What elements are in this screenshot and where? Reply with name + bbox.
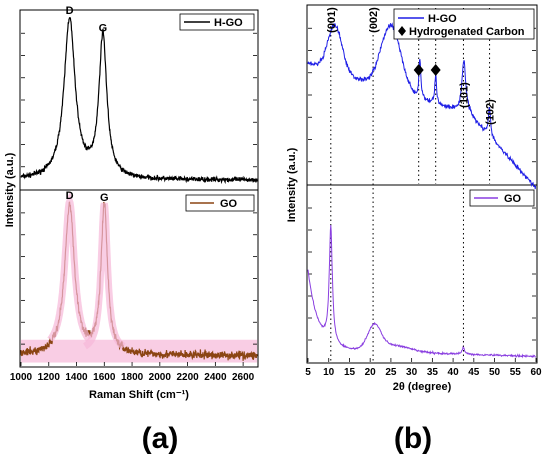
panel-a: H-GO GO 1000 1200 1400 1600 1800 2000 2200 2400… <box>4 5 259 455</box>
legend-label-go-xrd: GO <box>504 193 522 205</box>
panel-b: (001) (002) (101) (102) H-GO Hydrogenated C… <box>286 4 542 455</box>
peak-label-g: G <box>99 23 108 35</box>
go-peak-halo <box>47 191 92 342</box>
legend-h-go-raman: H-GO <box>179 13 255 31</box>
panel-a-bottom-ticks <box>21 212 257 345</box>
go-peak-halo <box>83 202 126 350</box>
legend-label-hydrogenated-carbon: Hydrogenated Carbon <box>409 26 525 38</box>
panel-b-reference-lines <box>330 8 491 362</box>
x-tick-label: 1400 <box>65 372 88 383</box>
x-tick-label: 10 <box>323 367 335 378</box>
diamond-icon <box>398 26 406 36</box>
x-tick-label: 2600 <box>232 372 255 383</box>
x-tick-label: 1200 <box>38 372 61 383</box>
x-tick-label: 5 <box>305 367 311 378</box>
panel-b-markers <box>413 64 441 76</box>
peak-label-g: G <box>100 192 109 204</box>
legend-go-xrd: GO <box>469 189 535 207</box>
x-tick-label: 60 <box>530 367 542 378</box>
go-raman-series <box>20 201 258 361</box>
x-tick-label: 2400 <box>204 372 227 383</box>
panel-b-peak-labels: (001) (002) (101) (102) <box>326 7 497 125</box>
diamond-icon <box>413 64 424 76</box>
x-tick-label: 2000 <box>149 372 172 383</box>
h-go-raman-series <box>20 17 258 185</box>
x-tick-label: 45 <box>468 367 480 378</box>
panel-b-top-ticks <box>308 27 536 163</box>
x-tick-label: 30 <box>406 367 418 378</box>
x-tick-label: 1800 <box>121 372 144 383</box>
panel-b-x-tick-labels: 5 10 15 20 25 30 35 40 45 50 55 60 <box>305 358 542 378</box>
legend-label-go: GO <box>220 198 238 210</box>
legend-label-h-go-xrd: H-GO <box>428 13 457 25</box>
peak-label: (101) <box>459 82 471 108</box>
peak-label-d: D <box>66 5 74 17</box>
h-go-xrd-series <box>307 22 537 190</box>
panel-b-bottom-frame <box>306 184 538 364</box>
panel-a-bottom-frame <box>19 189 259 368</box>
panel-a-peak-labels: D G D G <box>47 5 126 350</box>
x-tick-label: 25 <box>385 367 397 378</box>
panel-a-y-axis-title: Intensity (a.u.) <box>4 152 16 227</box>
x-tick-label: 1600 <box>93 372 116 383</box>
panel-a-top-ticks <box>21 32 257 168</box>
panel-a-top-frame <box>19 9 259 191</box>
x-tick-label: 2200 <box>176 372 199 383</box>
panel-b-bottom-ticks <box>308 207 536 341</box>
go-xrd-series <box>307 225 536 359</box>
panel-a-x-axis-title: Raman Shift (cm⁻¹) <box>89 389 189 401</box>
x-tick-label: 55 <box>510 367 522 378</box>
x-tick-label: 35 <box>427 367 439 378</box>
x-tick-label: 40 <box>448 367 460 378</box>
x-tick-label: 1000 <box>10 372 33 383</box>
panel-b-label: (b) <box>394 422 432 455</box>
panel-b-y-axis-title: Intensity (a.u.) <box>286 147 298 222</box>
diamond-icon <box>430 64 441 76</box>
legend-h-go-xrd: H-GO Hydrogenated Carbon <box>393 8 535 40</box>
peak-label: (002) <box>368 7 380 33</box>
legend-go-raman: GO <box>185 194 255 212</box>
legend-label-h-go: H-GO <box>214 17 243 29</box>
x-tick-label: 15 <box>344 367 356 378</box>
x-tick-label: 50 <box>489 367 501 378</box>
peak-label: (001) <box>326 7 338 33</box>
peak-label: (102) <box>485 99 497 125</box>
panel-b-x-axis-title: 2θ (degree) <box>393 381 452 393</box>
x-tick-label: 20 <box>365 367 377 378</box>
panel-a-x-tick-labels: 1000 1200 1400 1600 1800 2000 2200 2400 2600 <box>10 362 255 383</box>
peak-label-d: D <box>66 190 74 202</box>
panel-a-label: (a) <box>142 422 179 455</box>
